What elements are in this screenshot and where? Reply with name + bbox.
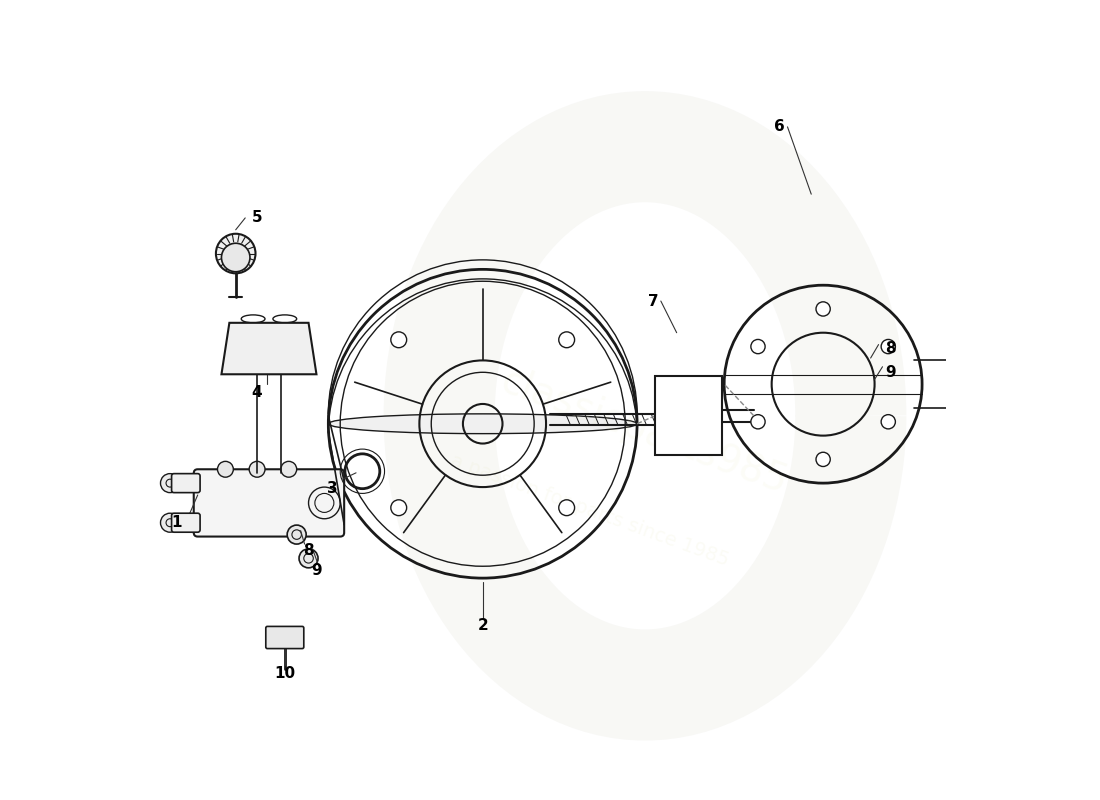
FancyBboxPatch shape xyxy=(266,626,304,649)
Circle shape xyxy=(221,243,250,272)
Text: a passion for parts since 1985: a passion for parts since 1985 xyxy=(448,451,732,570)
FancyBboxPatch shape xyxy=(172,474,200,493)
FancyBboxPatch shape xyxy=(172,514,200,532)
Circle shape xyxy=(287,525,306,544)
Circle shape xyxy=(559,332,574,348)
Circle shape xyxy=(816,452,831,466)
Text: 7: 7 xyxy=(648,294,658,309)
Circle shape xyxy=(299,549,318,568)
Text: 6: 6 xyxy=(774,119,785,134)
Text: 1: 1 xyxy=(172,515,182,530)
Circle shape xyxy=(964,351,983,370)
Circle shape xyxy=(751,414,766,429)
Circle shape xyxy=(161,474,179,493)
Ellipse shape xyxy=(328,414,637,434)
Circle shape xyxy=(280,462,297,477)
Text: 3: 3 xyxy=(327,481,338,496)
FancyBboxPatch shape xyxy=(194,470,344,537)
Circle shape xyxy=(881,414,895,429)
Text: 9: 9 xyxy=(311,562,322,578)
Circle shape xyxy=(816,302,831,316)
Polygon shape xyxy=(221,323,317,374)
Circle shape xyxy=(161,514,179,532)
Circle shape xyxy=(390,500,407,516)
Text: 8: 8 xyxy=(886,341,895,356)
Circle shape xyxy=(559,500,574,516)
Circle shape xyxy=(881,339,895,354)
Ellipse shape xyxy=(273,315,297,323)
Circle shape xyxy=(964,398,983,418)
Text: 10: 10 xyxy=(274,666,296,681)
Text: 2: 2 xyxy=(477,618,488,633)
Circle shape xyxy=(250,462,265,477)
Text: 4: 4 xyxy=(252,385,263,399)
Text: 9: 9 xyxy=(886,365,895,380)
Circle shape xyxy=(216,234,255,274)
Circle shape xyxy=(390,332,407,348)
FancyBboxPatch shape xyxy=(654,376,723,455)
Text: 5: 5 xyxy=(252,210,263,226)
Text: classicparts985: classicparts985 xyxy=(496,362,794,502)
Ellipse shape xyxy=(241,315,265,323)
Circle shape xyxy=(218,462,233,477)
Circle shape xyxy=(751,339,766,354)
Text: 8: 8 xyxy=(304,543,313,558)
